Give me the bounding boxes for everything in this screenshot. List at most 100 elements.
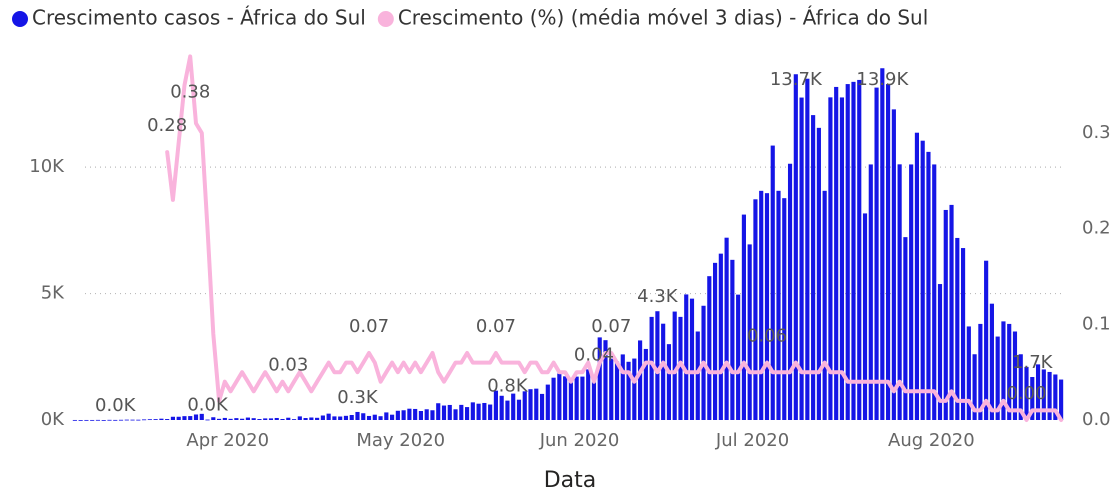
bar: [684, 294, 689, 420]
bar: [453, 409, 458, 420]
bar: [1030, 377, 1035, 420]
bar: [545, 384, 550, 420]
bar: [909, 164, 914, 420]
bar: [580, 376, 585, 420]
bar: [828, 97, 833, 421]
data-label: 0.06: [747, 326, 787, 347]
data-label: 0.07: [349, 316, 389, 337]
bar: [609, 358, 614, 420]
bar: [574, 376, 579, 420]
bar: [868, 164, 873, 420]
bar: [338, 416, 343, 420]
bar: [274, 417, 279, 420]
data-label: 0.28: [147, 115, 187, 136]
bar: [678, 316, 683, 420]
bar: [1047, 371, 1052, 420]
x-tick-label: Jun 2020: [539, 430, 620, 451]
x-axis-label: Data: [544, 468, 597, 493]
bar: [730, 259, 735, 420]
bar: [724, 237, 729, 420]
bar: [522, 391, 527, 420]
bar: [1035, 364, 1041, 420]
bar: [234, 418, 239, 420]
bar: [689, 298, 695, 420]
bar: [586, 369, 591, 420]
bar: [528, 389, 533, 420]
legend-label: Crescimento casos - África do Sul: [32, 6, 366, 30]
bar: [211, 417, 216, 420]
y2-tick-label: 0.2: [1082, 218, 1111, 239]
bar: [447, 404, 452, 420]
bar: [216, 418, 222, 420]
bar: [193, 414, 199, 420]
data-label: 0.04: [574, 345, 614, 366]
data-label: 0.8K: [487, 376, 529, 397]
data-label: 1.7K: [1012, 352, 1054, 373]
bar: [268, 418, 274, 420]
bar: [355, 411, 360, 420]
bar: [695, 331, 700, 420]
bar: [655, 311, 660, 420]
bar: [984, 260, 989, 420]
bar: [418, 410, 424, 420]
bar: [862, 213, 868, 420]
bar: [995, 336, 1000, 420]
bar: [488, 404, 493, 420]
bar: [891, 109, 896, 421]
bar: [136, 419, 141, 421]
bar: [747, 244, 752, 420]
bar: [441, 405, 447, 420]
bar: [118, 419, 124, 421]
bar: [672, 311, 677, 420]
bar: [228, 418, 233, 420]
bar: [1018, 354, 1023, 420]
bar: [989, 303, 994, 420]
bar: [568, 379, 573, 420]
bar: [857, 79, 862, 420]
bar: [534, 388, 539, 420]
bar: [516, 399, 522, 420]
bar: [811, 115, 816, 420]
bar: [309, 417, 314, 420]
bar: [539, 393, 545, 420]
bar: [401, 410, 406, 420]
bar: [222, 417, 227, 420]
bar: [955, 237, 960, 420]
y-tick-label: 0K: [41, 409, 65, 430]
bar: [90, 419, 95, 421]
bar: [614, 361, 620, 420]
bar: [430, 410, 435, 420]
bar: [436, 403, 441, 420]
bar: [72, 419, 77, 421]
bar: [326, 413, 331, 420]
bar: [1001, 321, 1006, 420]
bar: [366, 415, 372, 420]
bar: [499, 395, 504, 420]
bar: [920, 140, 925, 420]
bar: [372, 414, 377, 420]
bar: [557, 373, 562, 420]
bar: [320, 415, 325, 420]
bar: [505, 400, 510, 420]
bar: [805, 78, 810, 420]
bar: [880, 68, 885, 420]
bar: [470, 402, 475, 420]
y2-tick-label: 0.1: [1082, 313, 1111, 334]
bar: [1024, 366, 1029, 420]
bar: [1059, 379, 1064, 420]
bar: [251, 418, 256, 420]
data-label: 0.00: [1006, 383, 1046, 404]
bar: [476, 403, 481, 420]
bar: [1041, 369, 1046, 420]
bar: [943, 209, 948, 420]
y-tick-label: 10K: [29, 156, 65, 177]
bar: [620, 354, 625, 420]
bar: [147, 419, 152, 421]
bar: [182, 416, 187, 420]
bar: [603, 340, 608, 420]
bar: [897, 164, 902, 420]
bar: [759, 190, 764, 420]
bar: [937, 284, 943, 420]
bar: [551, 377, 556, 420]
